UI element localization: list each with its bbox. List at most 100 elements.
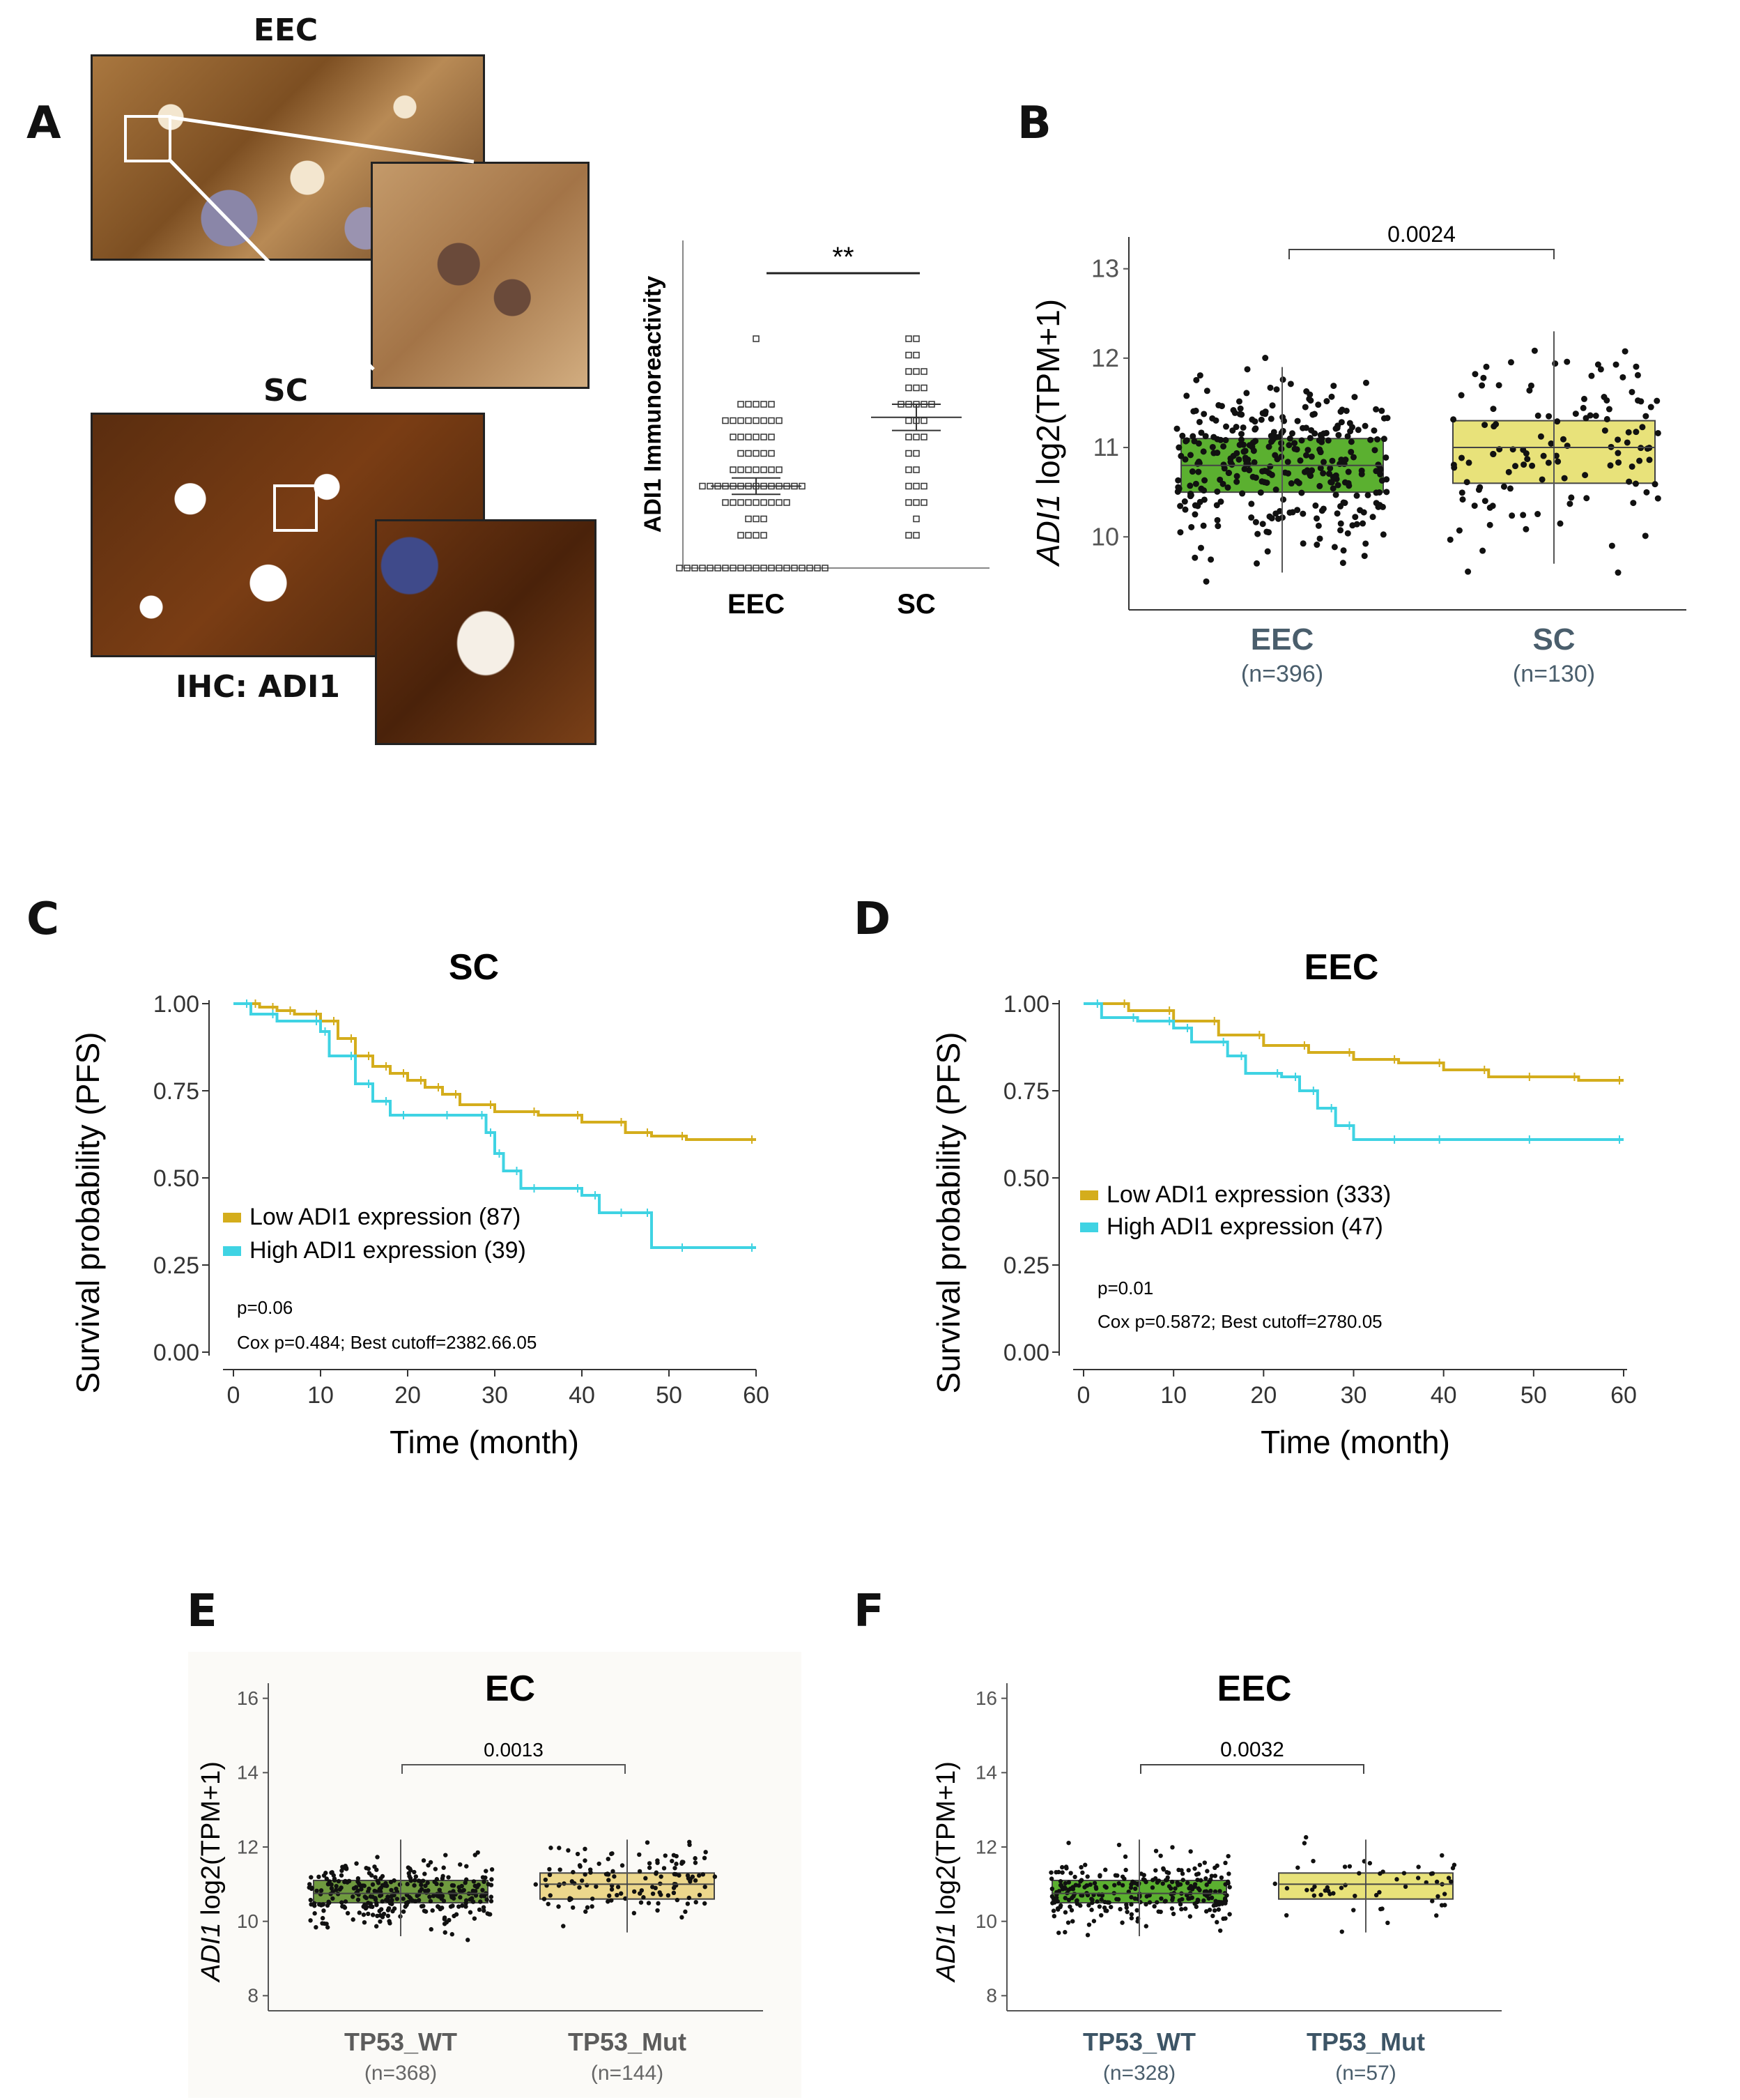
f-boxes [1049, 1834, 1457, 1938]
a-point [913, 384, 920, 392]
b-point [1477, 484, 1484, 491]
a-point [760, 466, 767, 473]
f-point [1103, 1867, 1108, 1872]
f-point [1185, 1880, 1190, 1885]
f-point [1153, 1848, 1159, 1853]
d-km-line [1084, 1002, 1624, 1141]
b-point [1344, 433, 1351, 440]
e-n-wt: (n=368) [364, 2062, 437, 2085]
chart-d-km: EEC Survival probability (PFS) Time (mon… [930, 947, 1637, 1460]
e-point [447, 1917, 452, 1923]
e-point [483, 1875, 488, 1880]
a-point [913, 466, 920, 473]
b-point [1512, 463, 1519, 470]
e-point [675, 1897, 680, 1903]
b-point [1252, 474, 1259, 481]
f-point [1452, 1862, 1457, 1867]
f-point [1187, 1886, 1192, 1891]
f-point [1097, 1904, 1102, 1909]
e-point [693, 1899, 698, 1905]
b-point [1291, 445, 1298, 452]
e-point [683, 1909, 688, 1915]
e-point [671, 1885, 677, 1890]
a-point [783, 565, 790, 572]
a-point [676, 565, 683, 572]
b-point [1526, 387, 1533, 394]
b-point [1654, 495, 1661, 502]
a-point [730, 434, 737, 440]
f-point [1403, 1884, 1408, 1890]
e-ytick-label: 8 [247, 1985, 259, 2007]
b-point [1456, 527, 1463, 534]
f-point [1212, 1865, 1217, 1871]
e-point [339, 1873, 344, 1878]
e-point [645, 1840, 650, 1845]
b-point [1527, 382, 1534, 389]
b-point [1316, 446, 1323, 453]
b-point [1265, 529, 1272, 536]
e-point [378, 1876, 383, 1881]
c-km-line [233, 1002, 756, 1141]
panel-letter-d: D [854, 894, 891, 945]
e-point [590, 1904, 594, 1909]
f-point [1070, 1887, 1076, 1892]
e-point [355, 1888, 360, 1893]
f-pvalue: 0.0032 [1220, 1738, 1284, 1761]
e-point [468, 1910, 473, 1915]
e-point [364, 1906, 369, 1910]
f-point [1187, 1914, 1193, 1919]
f-point [1063, 1930, 1068, 1935]
b-point [1580, 404, 1587, 411]
b-point [1639, 424, 1646, 431]
chart-f-boxplot: EEC ADI1 log2(TPM+1) 8 10 12 14 16 0.0032 TP… [932, 1669, 1502, 2085]
b-point [1248, 514, 1255, 521]
e-point [702, 1855, 707, 1861]
e-point [674, 1862, 679, 1867]
e-point [486, 1882, 491, 1887]
e-point [354, 1861, 359, 1866]
b-point [1201, 477, 1208, 484]
f-point [1114, 1896, 1119, 1902]
e-point [309, 1875, 314, 1880]
zoom-inset-sc-image [375, 519, 596, 745]
f-pvalue-bracket [1140, 1764, 1364, 1774]
c-title: SC [449, 947, 499, 988]
f-point [1180, 1878, 1185, 1883]
d-ticks: 0.00 0.25 0.50 0.75 1.00 0 10 20 30 40 50 60 [1003, 991, 1637, 1409]
f-point [1188, 1849, 1193, 1854]
b-point [1523, 526, 1530, 532]
b-point [1287, 381, 1294, 388]
e-point [478, 1899, 483, 1904]
b-point [1458, 392, 1465, 399]
f-point [1103, 1908, 1108, 1913]
b-point [1192, 502, 1199, 509]
a-point [737, 499, 744, 506]
b-point [1447, 536, 1454, 543]
a-point [760, 434, 767, 440]
b-point [1337, 408, 1344, 415]
f-point [1056, 1869, 1061, 1875]
ihc-label: IHC: ADI1 [176, 669, 340, 705]
e-point [465, 1938, 470, 1942]
b-point [1545, 459, 1552, 466]
b-point [1601, 427, 1608, 434]
a-point [753, 565, 760, 572]
b-point [1188, 523, 1195, 530]
b-point [1257, 489, 1264, 496]
b-point [1507, 485, 1514, 492]
b-point [1349, 522, 1356, 529]
a-point [905, 434, 912, 440]
b-point [1182, 456, 1189, 463]
c-xtick-label: 40 [569, 1382, 595, 1409]
f-point [1133, 1886, 1138, 1892]
f-point [1216, 1907, 1222, 1912]
f-point [1226, 1871, 1231, 1876]
b-point [1479, 382, 1486, 389]
b-point [1189, 468, 1196, 475]
b-point [1480, 374, 1487, 381]
e-point [355, 1876, 361, 1881]
zoom-inset-eec-image [371, 162, 590, 389]
e-point [323, 1871, 328, 1876]
f-point [1061, 1886, 1066, 1891]
b-point [1451, 464, 1458, 471]
